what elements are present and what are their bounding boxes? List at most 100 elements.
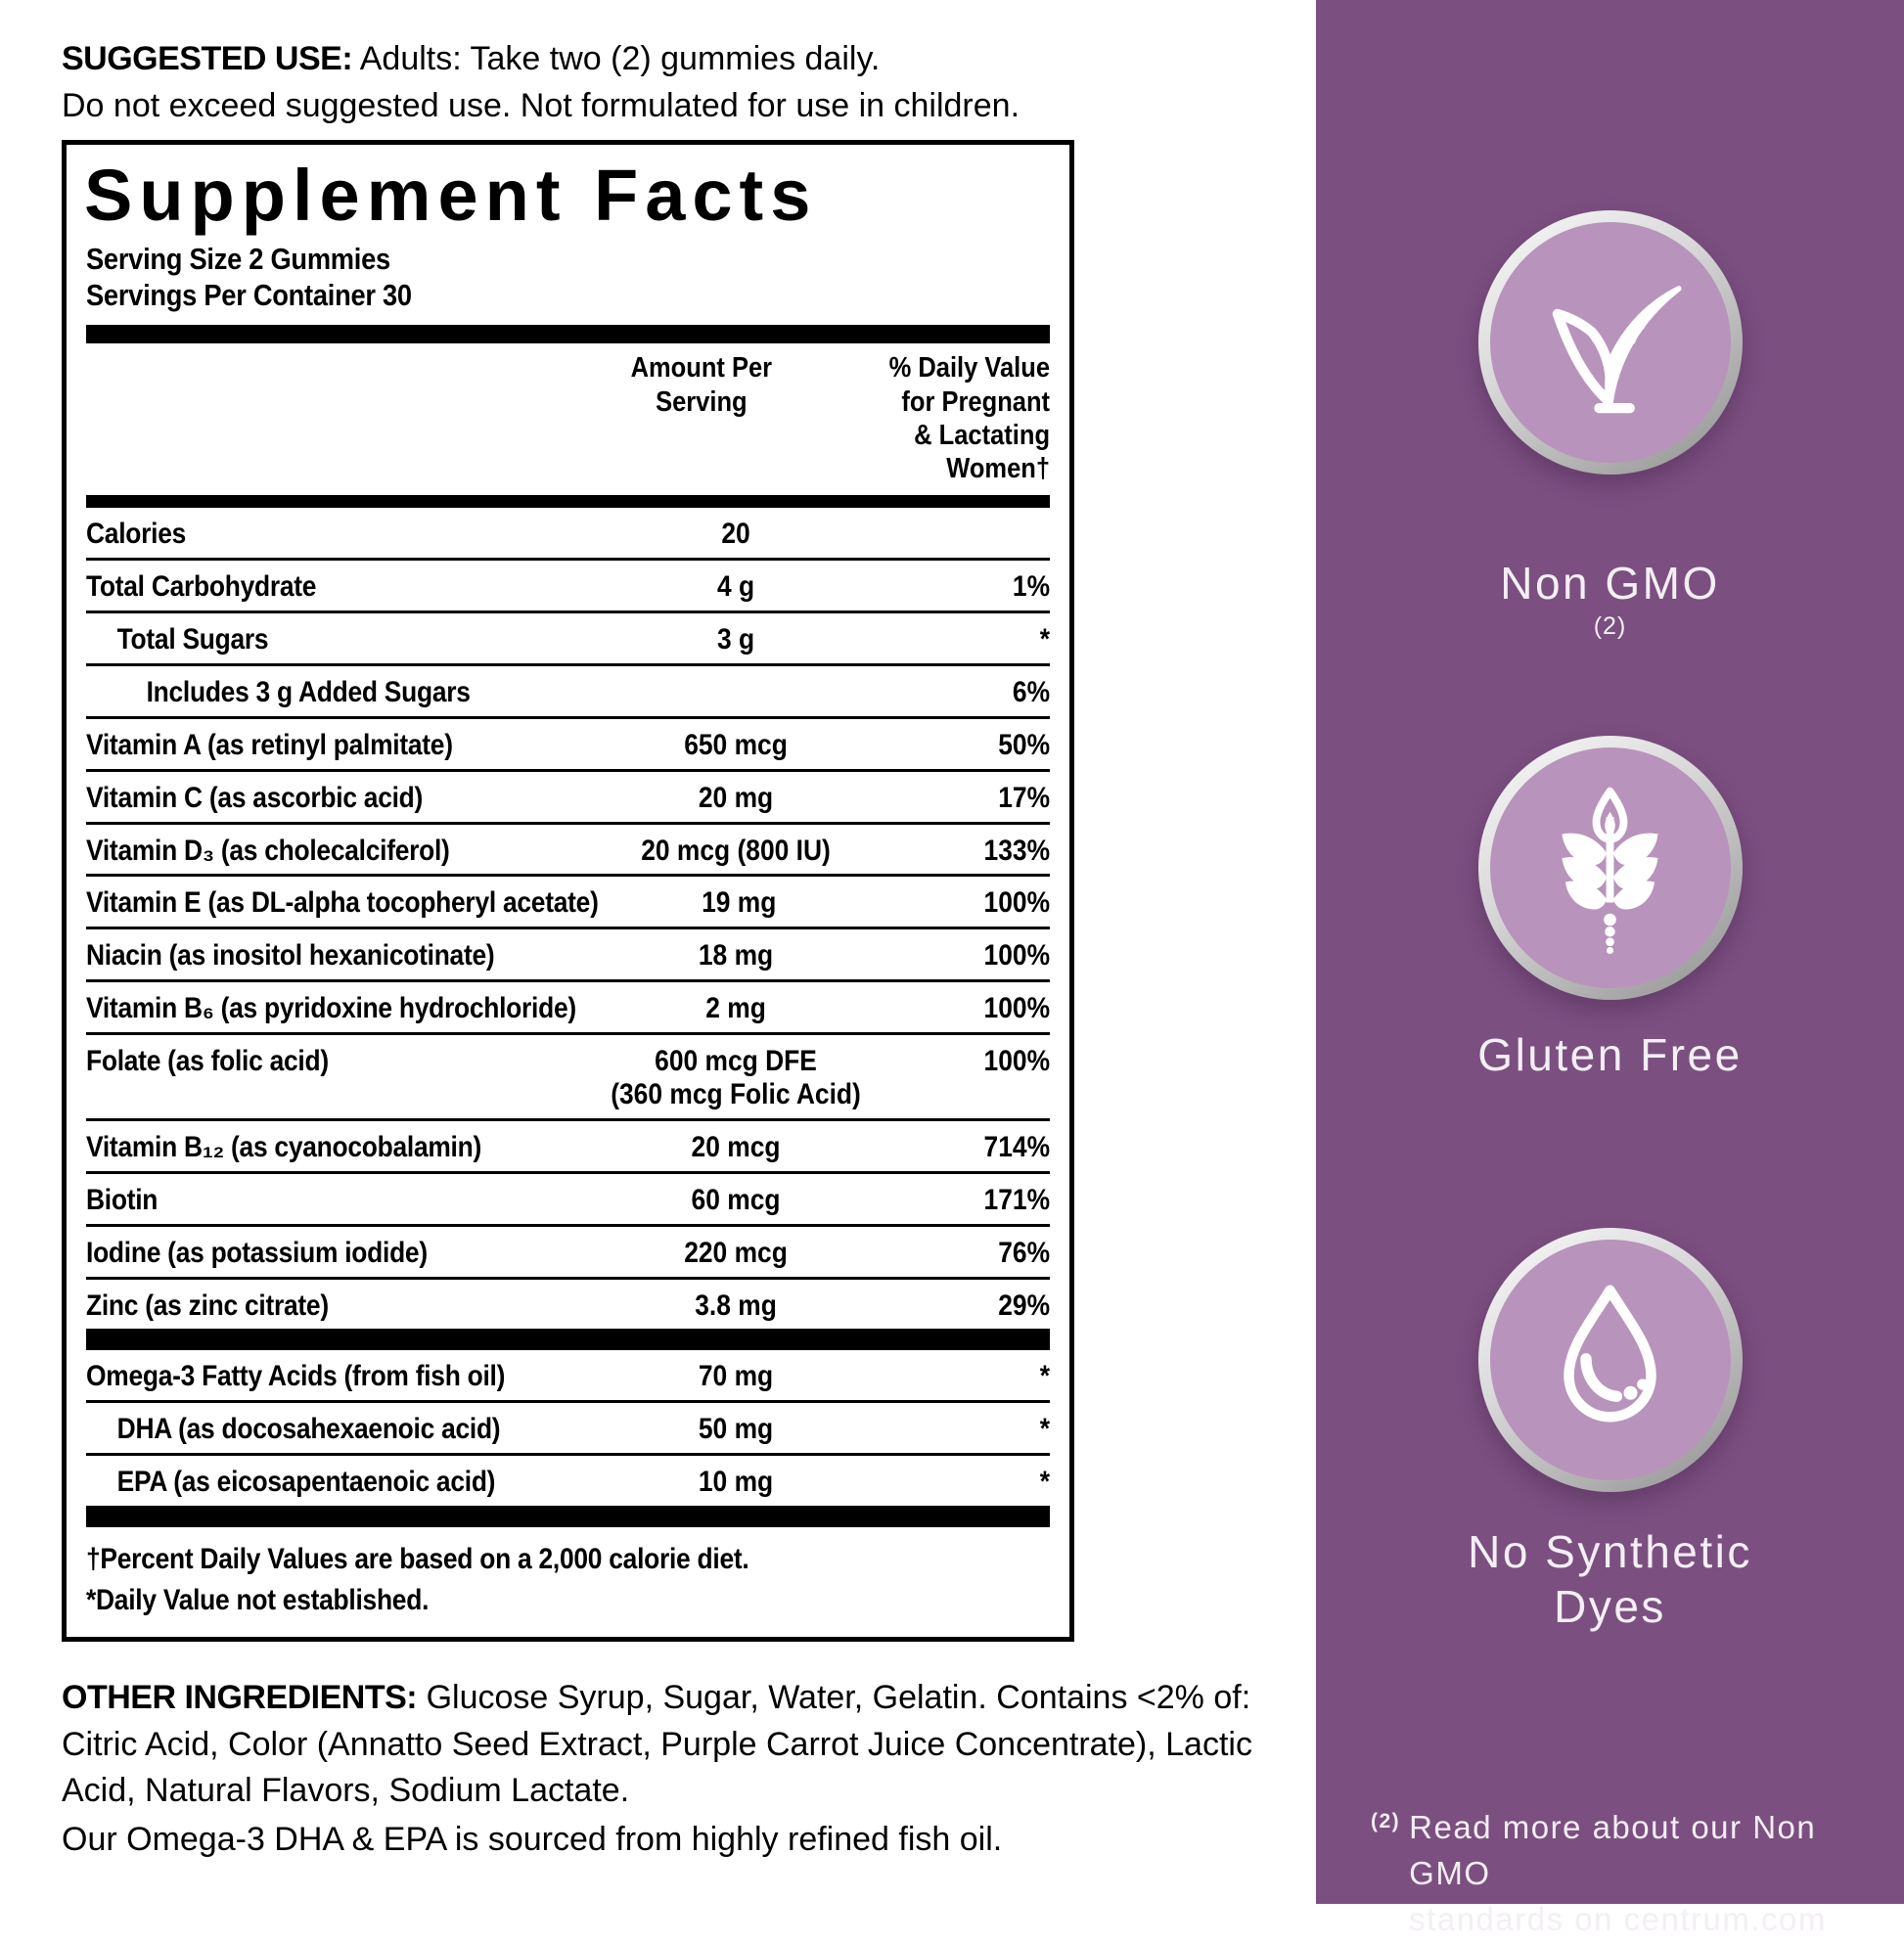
droplet-icon — [1524, 1275, 1696, 1446]
section-divider-bar — [86, 1329, 1051, 1351]
badge-no-synthetic-dyes — [1477, 1228, 1743, 1492]
other-ingredients-text: Glucose Syrup, Sugar, Water, Gelatin. Co… — [62, 1679, 1252, 1810]
row-amount: 20 mg — [698, 781, 774, 814]
row-name: Biotin — [86, 1183, 159, 1216]
row-dv: 714% — [983, 1130, 1051, 1163]
wheat-icon — [1524, 783, 1696, 954]
row-amount: 50 mg — [698, 1413, 774, 1446]
row-name: Vitamin B₁₂ (as cyanocobalamin) — [86, 1130, 482, 1163]
badge-non-gmo — [1477, 210, 1743, 475]
row-dv: 50% — [998, 728, 1051, 761]
row-amount: 18 mg — [698, 939, 774, 972]
suggested-use-line2: Do not exceed suggested use. Not formula… — [62, 87, 1020, 125]
row-dv: * — [1039, 1413, 1051, 1446]
row-name: Folate (as folic acid) — [86, 1045, 329, 1078]
row-name: Vitamin B₆ (as pyridoxine hydrochloride) — [86, 992, 576, 1025]
row-name: Zinc (as zinc citrate) — [86, 1289, 329, 1322]
section-divider-bar — [86, 1506, 1051, 1528]
table-row: Total Carbohydrate 4 g 1% — [86, 561, 1051, 613]
panel-footnote-superscript: (2) — [1371, 1810, 1401, 1832]
row-dv: 133% — [983, 834, 1051, 867]
badge-label-gluten-free: Gluten Free — [1477, 1029, 1743, 1080]
footnote-daily-values: †Percent Daily Values are based on a 2,0… — [86, 1543, 749, 1576]
row-dv: 17% — [998, 781, 1051, 814]
row-dv: 6% — [1012, 675, 1051, 708]
badge-label-non-gmo: Non GMO (2) — [1316, 501, 1904, 665]
row-amount: 70 mg — [698, 1360, 774, 1393]
table-row: Total Sugars 3 g * — [86, 613, 1051, 666]
label-area: SUGGESTED USE: Adults: Take two (2) gumm… — [62, 35, 1306, 1858]
non-gmo-label-text: Non GMO — [1500, 558, 1720, 610]
table-row: Includes 3 g Added Sugars 6% — [86, 666, 1051, 719]
badge-gluten-free — [1477, 736, 1743, 1000]
row-amount: 60 mcg — [691, 1183, 781, 1216]
table-footnotes: †Percent Daily Values are based on a 2,0… — [86, 1527, 1050, 1621]
row-amount: 10 mg — [698, 1466, 774, 1499]
check-leaf-icon — [1519, 252, 1700, 433]
supplement-facts-table: Serving Size 2 Gummies Servings Per Cont… — [86, 241, 1051, 1621]
row-amount: 4 g — [716, 570, 755, 604]
table-row: DHA (as docosahexaenoic acid) 50 mg * — [86, 1403, 1051, 1457]
daily-value-column-header: % Daily Value for Pregnant & Lactating W… — [888, 352, 1051, 484]
table-row: Vitamin B₆ (as pyridoxine hydrochloride)… — [86, 982, 1051, 1036]
row-name: Vitamin C (as ascorbic acid) — [86, 781, 424, 814]
row-amount: 2 mg — [705, 992, 766, 1025]
row-dv: 171% — [983, 1183, 1051, 1216]
row-dv: 29% — [998, 1289, 1051, 1322]
footnote-daily-value-note: *Daily Value not established. — [86, 1584, 430, 1617]
serving-size: Serving Size 2 Gummies — [86, 241, 390, 276]
suggested-use-line1: SUGGESTED USE: Adults: Take two (2) gumm… — [62, 35, 1285, 82]
non-gmo-superscript: (2) — [1593, 611, 1627, 640]
row-name: Niacin (as inositol hexanicotinate) — [86, 939, 495, 972]
table-row: Biotin 60 mcg 171% — [86, 1174, 1051, 1227]
row-dv: * — [1039, 622, 1051, 656]
row-dv: 100% — [983, 939, 1051, 972]
table-row: Folate (as folic acid) 600 mcg DFE (360 … — [86, 1035, 1051, 1121]
row-name: Total Sugars — [116, 622, 269, 656]
panel-footnote-text: Read more about our Non GMO standards on… — [1409, 1809, 1827, 1937]
badge-label-no-synthetic-dyes: No Synthetic Dyes — [1468, 1526, 1752, 1633]
table-row: Vitamin D₃ (as cholecalciferol) 20 mcg (… — [86, 825, 1051, 878]
row-dv: 100% — [983, 1045, 1051, 1078]
table-row: Calories 20 — [86, 508, 1051, 562]
row-name: Includes 3 g Added Sugars — [146, 675, 471, 708]
supplement-rows: Calories 20 Total Carbohydrate 4 g 1% To… — [86, 508, 1051, 1528]
header-divider-bar — [86, 495, 1051, 509]
row-dv: 100% — [983, 992, 1051, 1025]
table-row: Vitamin E (as DL-alpha tocopheryl acetat… — [86, 877, 1051, 930]
row-dv: * — [1039, 1360, 1051, 1393]
row-name: Vitamin D₃ (as cholecalciferol) — [86, 834, 450, 867]
table-row: Vitamin A (as retinyl palmitate) 650 mcg… — [86, 719, 1051, 772]
row-amount: 3.8 mg — [695, 1289, 777, 1322]
table-row: Omega-3 Fatty Acids (from fish oil) 70 m… — [86, 1350, 1051, 1404]
amount-column-header: Amount Per Serving — [630, 352, 773, 418]
other-ingredients-paragraph: OTHER INGREDIENTS: Glucose Syrup, Sugar,… — [62, 1675, 1306, 1815]
column-headers: Amount Per Serving % Daily Value for Pre… — [86, 343, 1050, 495]
table-row: Niacin (as inositol hexanicotinate) 18 m… — [86, 929, 1051, 983]
suggested-use-text: Adults: Take two (2) gummies daily. — [359, 40, 881, 77]
row-amount: 3 g — [716, 622, 755, 656]
omega3-source-note: Our Omega-3 DHA & EPA is sourced from hi… — [62, 1820, 1003, 1858]
other-ingredients-label: OTHER INGREDIENTS: — [62, 1679, 418, 1716]
supplement-facts-title: Supplement Facts — [84, 155, 818, 236]
row-name: DHA (as docosahexaenoic acid) — [116, 1413, 501, 1446]
panel-footnote: (2) Read more about our Non GMO standard… — [1371, 1805, 1880, 1943]
row-name: Iodine (as potassium iodide) — [86, 1236, 428, 1269]
row-amount: 650 mcg — [684, 728, 788, 761]
suggested-use-label: SUGGESTED USE: — [62, 40, 353, 77]
table-row: Vitamin C (as ascorbic acid) 20 mg 17% — [86, 772, 1051, 825]
row-amount: 19 mg — [702, 886, 777, 920]
badge-gluten-free-inner — [1489, 747, 1731, 988]
row-dv: 76% — [998, 1236, 1051, 1269]
table-top-bar — [86, 325, 1051, 344]
supplement-facts-box: Supplement Facts Serving Size 2 Gummies … — [62, 140, 1074, 1643]
row-amount: 220 mcg — [684, 1236, 788, 1269]
row-amount: 600 mcg DFE (360 mcg Folic Acid) — [611, 1045, 861, 1110]
badge-no-synthetic-dyes-inner — [1489, 1240, 1731, 1480]
suggested-use: SUGGESTED USE: Adults: Take two (2) gumm… — [62, 35, 1285, 130]
row-dv: 1% — [1012, 570, 1051, 604]
row-dv: * — [1039, 1466, 1051, 1499]
row-name: Omega-3 Fatty Acids (from fish oil) — [86, 1360, 506, 1393]
row-amount: 20 mcg — [691, 1130, 781, 1163]
row-amount: 20 — [721, 518, 750, 551]
